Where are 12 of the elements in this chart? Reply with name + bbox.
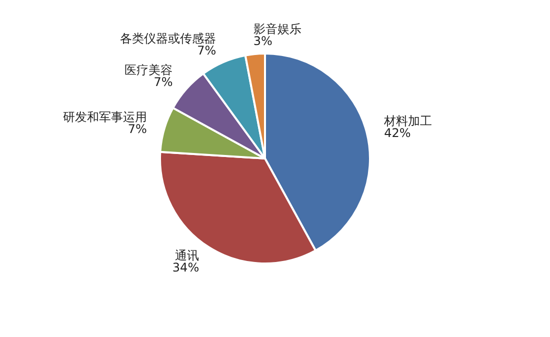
slice-label: 材料加工 xyxy=(383,114,432,128)
data-label: 7% xyxy=(128,122,147,136)
slice-label: 各类仪器或传感器 xyxy=(120,32,216,46)
slice-label: 影音娱乐 xyxy=(253,22,302,36)
data-label: 34% xyxy=(172,260,200,274)
slice-label: 医疗美容 xyxy=(124,63,173,78)
slice-label: 研发和军事运用 xyxy=(62,110,147,124)
slice-label: 通讯 xyxy=(175,248,200,262)
data-label: 7% xyxy=(197,44,216,58)
data-label: 3% xyxy=(253,34,272,48)
data-label: 7% xyxy=(154,75,173,90)
data-label: 42% xyxy=(384,126,411,140)
